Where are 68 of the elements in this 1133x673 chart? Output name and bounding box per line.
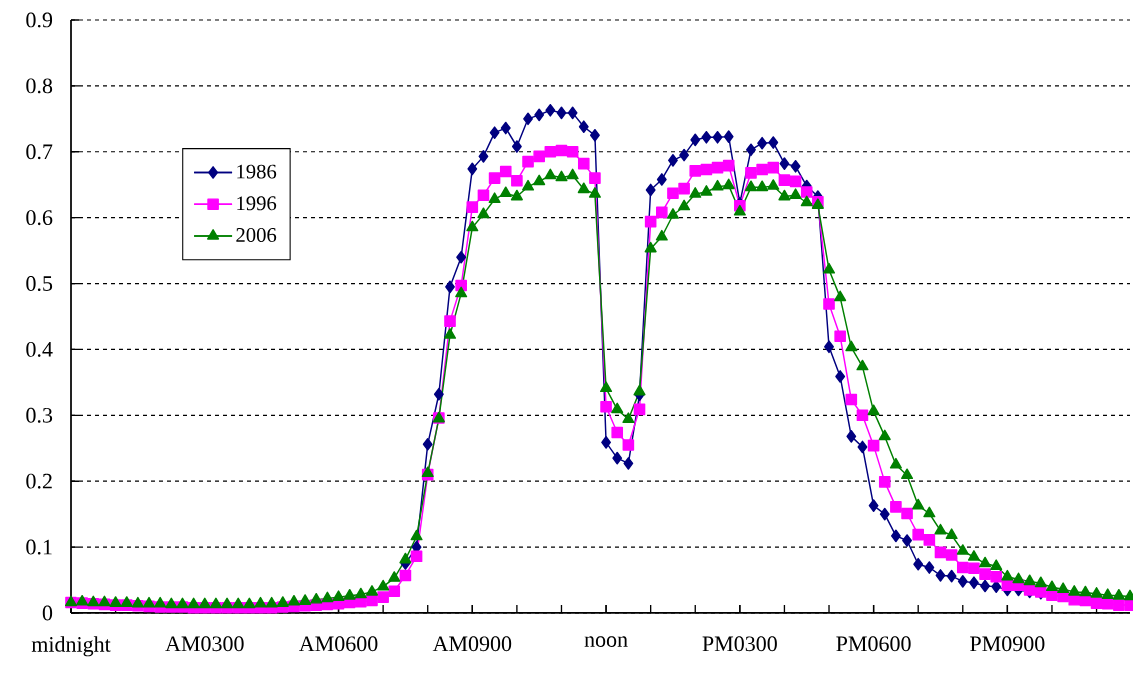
point: [567, 106, 578, 120]
point: [723, 130, 734, 143]
point: [589, 128, 600, 142]
legend-label: 2006: [236, 228, 277, 242]
point: [500, 121, 511, 135]
point: [846, 430, 857, 443]
point: [902, 534, 912, 547]
point: [601, 435, 612, 449]
point: [768, 136, 779, 149]
x-tick-label: AM0600: [299, 636, 378, 652]
point: [835, 370, 846, 383]
point: [422, 437, 433, 451]
x-tick-label: AM0300: [165, 636, 244, 652]
point: [935, 569, 946, 582]
point: [545, 103, 556, 117]
x-tick-label: AM0900: [432, 636, 512, 652]
x-tick-label: noon: [584, 636, 628, 647]
point: [924, 561, 935, 574]
point: [511, 140, 522, 153]
point: [445, 280, 455, 294]
y-tick-label: 0: [42, 605, 53, 621]
point: [623, 457, 634, 470]
point: [857, 440, 868, 454]
point: [523, 112, 533, 126]
point: [456, 250, 467, 264]
y-tick-label: 0.6: [26, 210, 53, 226]
point: [578, 120, 589, 134]
point: [668, 154, 678, 167]
point: [433, 387, 444, 401]
point: [534, 108, 545, 122]
point: [957, 575, 968, 588]
point: [645, 183, 656, 197]
point: [946, 569, 957, 583]
point: [556, 106, 567, 120]
point: [968, 576, 979, 590]
point: [656, 173, 667, 186]
y-tick-label: 0.1: [26, 539, 52, 555]
point: [612, 451, 623, 465]
point: [824, 340, 834, 354]
y-tick-label: 0.2: [26, 473, 52, 489]
point: [879, 507, 890, 521]
point: [868, 499, 879, 512]
point: [913, 557, 924, 571]
point: [779, 157, 790, 170]
y-tick-label: 0.5: [26, 276, 53, 292]
point: [679, 148, 690, 162]
y-tick-label: 0.7: [26, 144, 53, 160]
point: [890, 529, 901, 543]
x-tick-label: PM0600: [836, 636, 911, 652]
y-tick-label: 0.4: [26, 341, 53, 357]
x-tick-label: PM0300: [702, 636, 777, 652]
x-tick-label: midnight: [31, 636, 111, 657]
point: [467, 162, 478, 176]
legend-label: 1986: [237, 164, 277, 179]
y-tick-label: 0.8: [26, 78, 53, 94]
x-tick-label: PM0900: [970, 636, 1045, 652]
point: [980, 579, 991, 593]
point: [690, 133, 701, 147]
point: [790, 159, 801, 173]
point: [712, 130, 723, 144]
point: [757, 136, 768, 150]
point: [478, 150, 489, 163]
legend-label: 1996: [237, 196, 277, 211]
y-tick-label: 0.3: [26, 407, 53, 423]
point: [746, 143, 756, 157]
point: [489, 126, 500, 139]
point: [701, 130, 712, 144]
y-tick-label: 0.9: [26, 12, 53, 28]
